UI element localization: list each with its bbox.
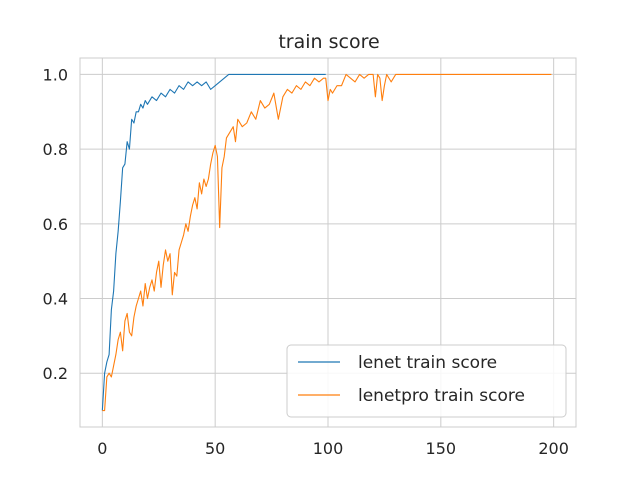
- legend: lenet train score lenetpro train score: [286, 344, 567, 418]
- legend-box: [286, 344, 567, 418]
- legend-label-lenetpro: lenetpro train score: [358, 386, 525, 406]
- x-axis-ticks: 0 50 100 150 200: [97, 439, 569, 458]
- x-tick-label: 150: [426, 439, 457, 458]
- y-tick-label: 0.6: [43, 215, 68, 234]
- y-tick-label: 0.8: [43, 140, 68, 159]
- x-tick-label: 0: [97, 439, 107, 458]
- series-group: [101, 73, 552, 412]
- y-axis-ticks: 0.2 0.4 0.6 0.8 1.0: [43, 65, 68, 383]
- y-tick-label: 0.4: [43, 290, 68, 309]
- series-line-lenetpro: [102, 73, 552, 412]
- y-tick-label: 0.2: [43, 364, 68, 383]
- chart-title: train score: [278, 31, 379, 53]
- plot-frame: [79, 57, 577, 428]
- x-tick-label: 50: [205, 439, 225, 458]
- y-tick-label: 1.0: [43, 65, 68, 84]
- x-tick-label: 100: [313, 439, 344, 458]
- series-line-lenet: [101, 73, 326, 411]
- legend-label-lenet: lenet train score: [358, 353, 497, 373]
- x-tick-label: 200: [538, 439, 569, 458]
